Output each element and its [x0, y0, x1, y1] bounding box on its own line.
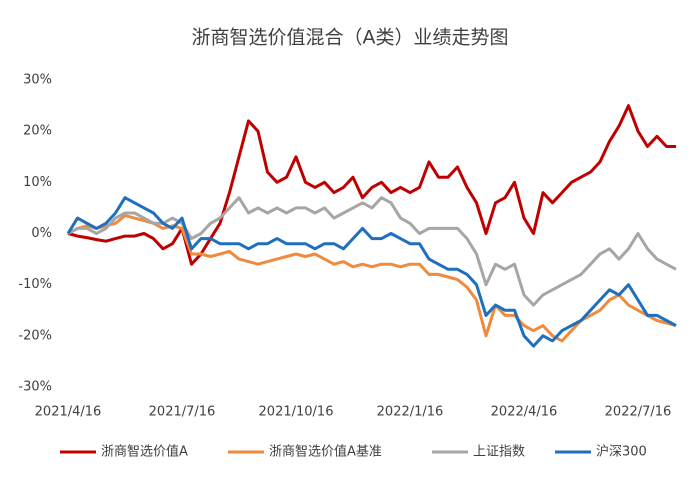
x-tick-label: 2022/7/16 — [605, 405, 672, 420]
series-line — [66, 196, 677, 348]
x-tick-label: 2021/10/16 — [259, 405, 334, 420]
y-tick-label: 20% — [23, 124, 52, 139]
x-tick-label: 2021/7/16 — [149, 405, 216, 420]
series-line — [67, 196, 677, 307]
x-tick-label: 2022/1/16 — [377, 405, 444, 420]
x-tick-label: 2022/4/16 — [491, 405, 558, 420]
series-line — [67, 214, 677, 343]
y-tick-label: -10% — [18, 277, 52, 292]
y-tick-label: -20% — [18, 328, 52, 343]
y-tick-label: 0% — [31, 226, 52, 241]
y-tick-label: -30% — [18, 380, 52, 395]
legend-label: 沪深300 — [596, 444, 647, 460]
y-tick-label: 10% — [23, 175, 52, 190]
chart-title: 浙商智选价值混合（A类）业绩走势图 — [192, 27, 509, 49]
legend-label: 浙商智选价值A基准 — [269, 444, 382, 460]
x-tick-label: 2021/4/16 — [35, 405, 102, 420]
legend-label: 上证指数 — [473, 445, 525, 460]
series-line — [67, 104, 676, 266]
y-tick-label: 30% — [23, 73, 52, 88]
legend-label: 浙商智选价值A — [101, 444, 188, 460]
